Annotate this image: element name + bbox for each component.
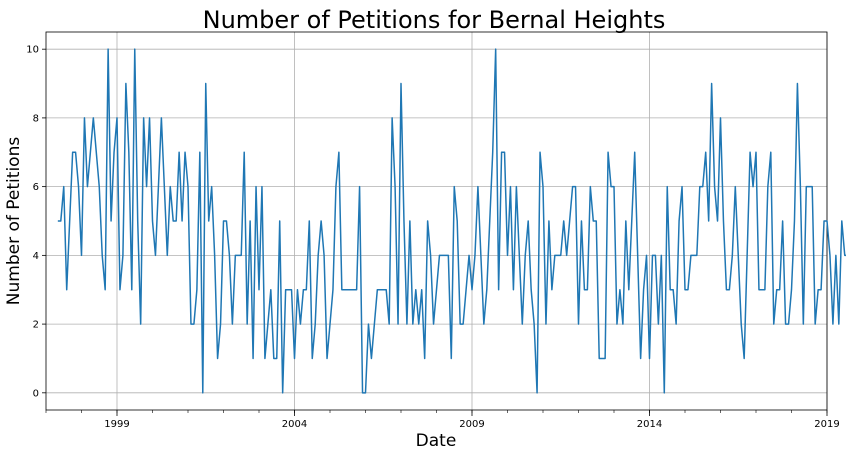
x-tick-label: 2009 — [459, 419, 484, 430]
y-axis-label: Number of Petitions — [4, 137, 24, 306]
chart-title: Number of Petitions for Bernal Heights — [203, 6, 666, 34]
y-tick-label: 10 — [26, 45, 39, 56]
grid-lines — [46, 32, 828, 410]
x-tick-label: 2004 — [282, 419, 307, 430]
plot-area-frame — [45, 31, 828, 411]
y-tick-label: 4 — [33, 251, 39, 262]
x-tick-label: 2014 — [637, 419, 662, 430]
x-tick-label: 1999 — [104, 419, 129, 430]
y-tick-label: 6 — [33, 182, 39, 193]
y-tick-label: 0 — [33, 388, 39, 399]
y-tick-label: 2 — [33, 320, 39, 331]
x-axis-label: Date — [416, 431, 457, 451]
y-tick-label: 8 — [33, 113, 39, 124]
series-layer — [57, 48, 846, 394]
x-tick-label: 2019 — [814, 419, 839, 430]
axis-ticks: 0 2 4 6 8 10 1999 2004 2009 2014 2019 — [26, 45, 839, 430]
petitions-series-line — [57, 48, 846, 394]
